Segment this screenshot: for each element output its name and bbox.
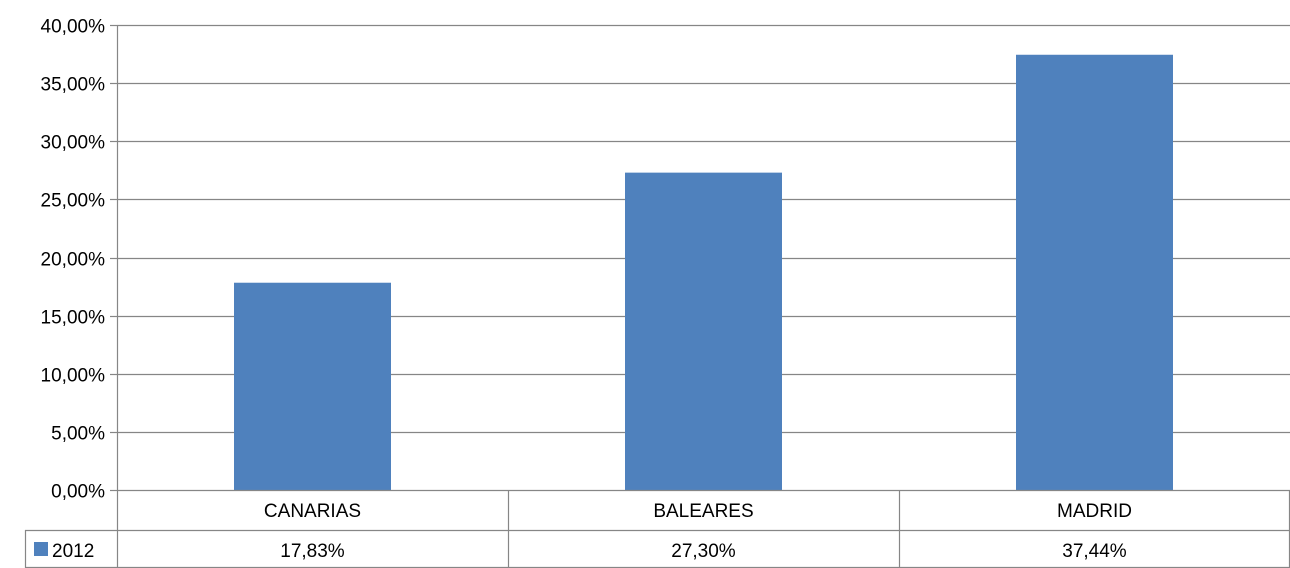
y-tick-label: 0,00% xyxy=(51,482,105,503)
category-label: BALEARES xyxy=(653,501,753,522)
bar-canarias xyxy=(234,282,391,490)
legend-series-name: 2012 xyxy=(52,541,94,562)
y-tick-label: 40,00% xyxy=(41,17,106,38)
bars xyxy=(234,54,1173,490)
y-tick-label: 30,00% xyxy=(41,133,106,154)
y-tick-label: 10,00% xyxy=(41,366,106,387)
y-tick-label: 5,00% xyxy=(51,424,105,445)
category-label: MADRID xyxy=(1057,501,1132,522)
data-table-value: 17,83% xyxy=(280,541,345,562)
legend-key xyxy=(34,542,48,556)
data-table-value: 27,30% xyxy=(671,541,736,562)
y-tick-label: 35,00% xyxy=(41,75,106,96)
y-tick-label: 20,00% xyxy=(41,250,106,271)
category-label: CANARIAS xyxy=(264,501,361,522)
bar-baleares xyxy=(625,172,782,490)
y-tick-labels: 0,00% 5,00% 10,00% 15,00% 20,00% 25,00% 30,00%… xyxy=(41,17,106,503)
axes xyxy=(110,24,119,568)
bar-madrid xyxy=(1016,54,1173,490)
data-table: CANARIAS BALEARES MADRID 2012 17,83% 27,30% 37… xyxy=(24,489,1290,568)
y-tick-label: 25,00% xyxy=(41,191,106,212)
y-tick-label: 15,00% xyxy=(41,308,106,329)
data-table-value: 37,44% xyxy=(1062,541,1127,562)
